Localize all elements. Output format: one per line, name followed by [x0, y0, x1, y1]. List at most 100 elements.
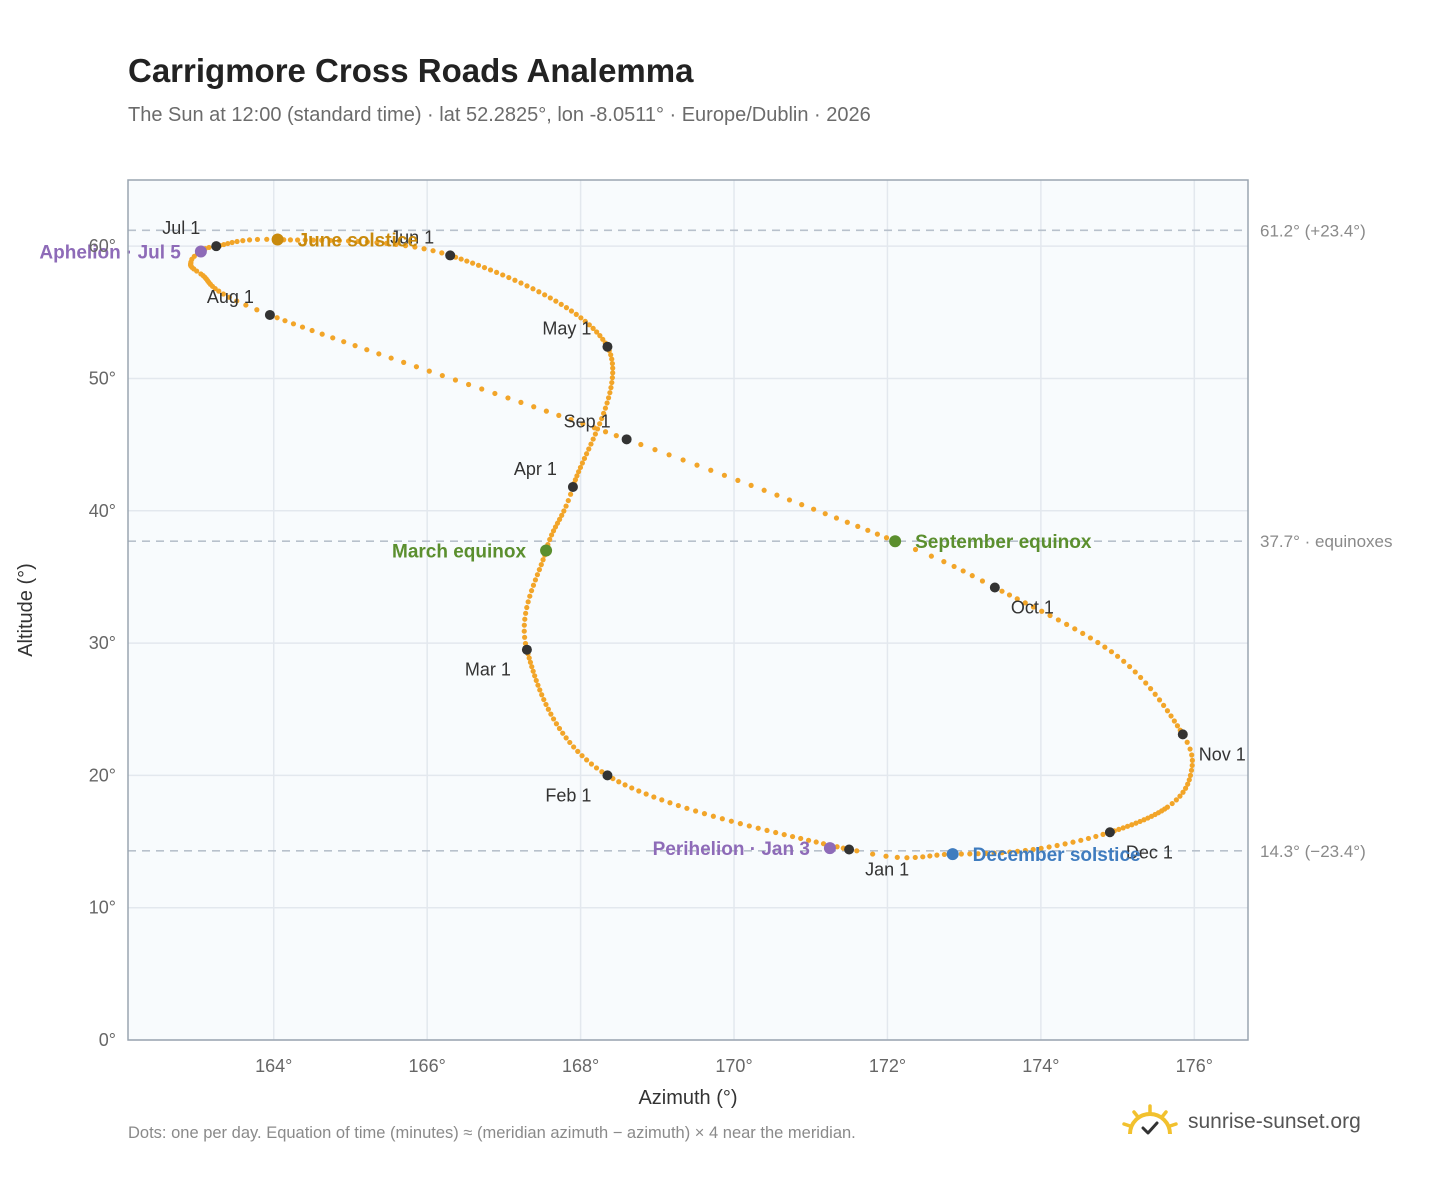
day-dot [336, 238, 342, 244]
day-dot [1038, 845, 1044, 851]
day-dot [708, 467, 714, 473]
day-dot [393, 241, 399, 248]
day-dot [622, 782, 628, 788]
day-dot [600, 336, 606, 342]
reference-line-label: 37.7° · equinoxes [1260, 532, 1393, 551]
brand[interactable]: sunrise-sunset.org [1122, 1104, 1361, 1140]
day-dot [592, 431, 598, 437]
day-dot [811, 506, 817, 512]
day-dot [521, 628, 527, 634]
x-tick-label: 176° [1176, 1056, 1213, 1076]
day-dot [401, 359, 407, 365]
day-dot [960, 568, 966, 574]
day-dot [629, 785, 635, 791]
day-dot [573, 311, 579, 317]
day-dot [1174, 723, 1181, 729]
day-dot [652, 447, 658, 453]
day-dot [781, 831, 787, 838]
x-tick-label: 170° [715, 1056, 752, 1076]
day-dot [234, 298, 240, 304]
day-dot [609, 356, 615, 362]
day-dot [597, 333, 603, 339]
day-dot [550, 528, 557, 534]
day-dot [567, 739, 573, 746]
day-dot [530, 582, 537, 588]
month-label: Sep 1 [564, 411, 611, 431]
x-tick-label: 174° [1022, 1056, 1059, 1076]
day-dot [559, 512, 565, 518]
day-dot [558, 301, 564, 307]
day-dot [719, 816, 725, 822]
reference-lines: 61.2° (+23.4°) 37.7° · equinoxes 14.3° (−2… [128, 221, 1393, 861]
day-dot [941, 851, 947, 858]
event-marker [823, 842, 836, 855]
month-marker [621, 434, 632, 445]
day-dot [735, 477, 741, 483]
month-label: Aug 1 [207, 287, 254, 307]
y-tick-label: 40° [89, 501, 116, 521]
month-label: Dec 1 [1126, 842, 1173, 862]
day-dot [302, 237, 308, 243]
x-tick-label: 168° [562, 1056, 599, 1076]
axes: 164° 166° 168° 170° 172° 174° 176° 0° 10° 20° 30° 4… [89, 236, 1213, 1076]
day-dot [1070, 839, 1076, 845]
day-dot [240, 238, 246, 244]
day-dot [789, 833, 796, 840]
day-dot [1186, 777, 1192, 783]
day-dot [728, 818, 734, 824]
day-dot [319, 331, 325, 337]
event-marker [946, 848, 959, 861]
day-dot [1173, 797, 1179, 803]
day-dot [684, 805, 690, 811]
day-dot [1014, 848, 1021, 854]
day-dot [531, 404, 537, 410]
day-dot [388, 355, 394, 361]
day-dot [567, 491, 574, 497]
day-dot [543, 408, 549, 414]
day-dot [616, 779, 622, 785]
day-dot [1064, 621, 1070, 627]
day-dot [345, 238, 352, 244]
month-marker [602, 341, 613, 352]
day-dot [527, 659, 534, 665]
y-tick-label: 60° [89, 236, 116, 256]
day-dot [764, 827, 770, 834]
day-dot [855, 523, 861, 529]
day-dot [1047, 612, 1053, 619]
month-label: Oct 1 [1011, 598, 1054, 618]
day-dot [553, 721, 560, 727]
event-label: Perihelion · Jan 3 [653, 839, 810, 860]
day-dot [1187, 772, 1194, 778]
day-dot [319, 237, 325, 243]
day-dot [874, 531, 880, 537]
day-dot [582, 318, 588, 324]
day-dot [710, 813, 716, 819]
day-dot [556, 412, 562, 419]
day-dot [220, 291, 227, 297]
day-dot [512, 277, 518, 283]
day-dot [755, 825, 761, 831]
day-dot [487, 267, 494, 273]
day-dot [590, 325, 596, 331]
day-dot [1129, 822, 1135, 828]
day-dot [1189, 757, 1195, 763]
event-label: December solstice [973, 845, 1141, 866]
day-dot [376, 351, 382, 357]
day-dot [591, 425, 597, 431]
event-label: June solstice [298, 231, 418, 252]
day-dot [571, 744, 577, 750]
y-axis-label: Altitude (°) [15, 563, 37, 657]
day-dot [586, 446, 592, 452]
day-dot [458, 256, 464, 262]
day-dot [327, 237, 333, 244]
day-dot [746, 823, 752, 829]
day-dot [1185, 781, 1191, 787]
day-dot [254, 307, 260, 313]
day-dot [568, 417, 574, 423]
day-dot [608, 352, 614, 358]
day-dot [693, 808, 699, 814]
day-dot [565, 497, 571, 504]
event-label: September equinox [915, 532, 1092, 553]
day-dot [594, 329, 600, 335]
